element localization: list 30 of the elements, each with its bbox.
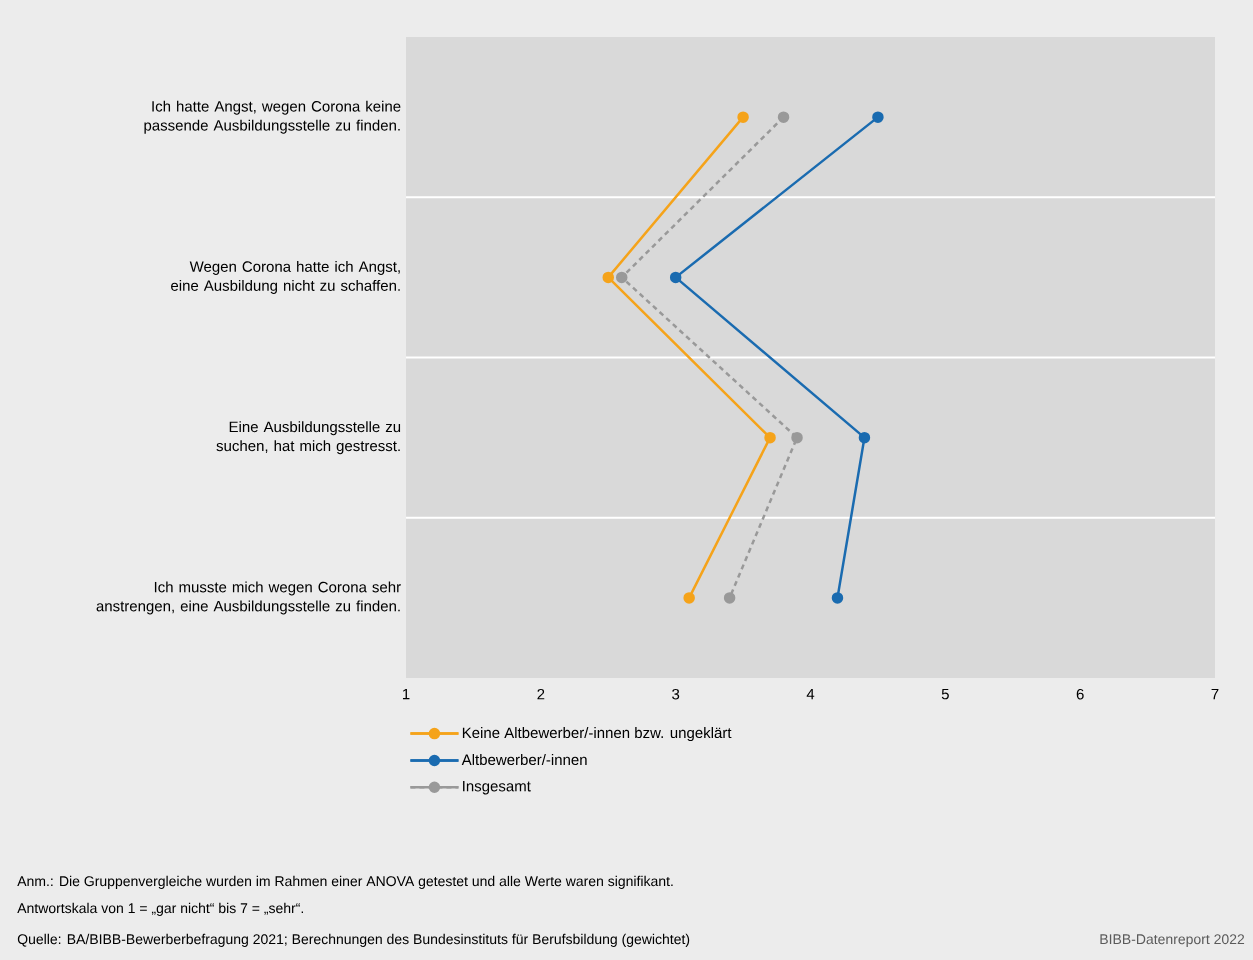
x-tick-label: 6	[1076, 688, 1084, 700]
point	[737, 111, 749, 123]
x-tick-label: 4	[806, 688, 815, 700]
text: Antwortskala von 1 = „gar nicht“ bis 7 = „sehr“.	[17, 902, 304, 916]
point	[723, 592, 736, 604]
source-note: Quelle: BA/BIBB-Bewerberbefragung 2021; Berechnungen des Bundesinstituts für Berufsbildung (gewichtet)	[17, 933, 690, 947]
y-tick-label: Eine Ausbildungsstelle zu suchen, hat mich gestresst.	[216, 421, 401, 455]
point	[831, 592, 844, 604]
x-tick-label: 7	[1211, 688, 1219, 700]
legend-label: Altbewerber/-innen	[461, 754, 587, 766]
point	[764, 431, 776, 444]
y-tick-label: Wegen Corona hatte ich Angst, eine Ausbildung nicht zu schaffen.	[171, 260, 400, 294]
x-tick-label: 2	[537, 688, 545, 700]
x-tick-label: 1	[402, 688, 410, 700]
point	[669, 271, 682, 284]
point	[777, 111, 790, 123]
point	[602, 271, 615, 284]
text: Anm.: Die Gruppenvergleiche wurden im Rahmen einer ANOVA getestet und alle Werte waren signifikant.	[17, 875, 673, 889]
point	[872, 111, 884, 123]
legend-label: Insgesamt	[463, 780, 531, 795]
x-tick-label: 3	[672, 688, 680, 700]
point	[791, 431, 803, 444]
x-tick-label: 5	[941, 688, 949, 700]
y-tick-label: Ich musste mich wegen Corona sehr anstrengen, eine Ausbildungsstelle zu finden.	[96, 581, 401, 615]
point	[683, 592, 695, 604]
y-tick-label: Ich hatte Angst, wegen Corona keine passende Ausbildungsstelle zu finden.	[144, 100, 401, 134]
text: BIBB-Datenreport 2022	[1100, 934, 1245, 947]
point	[615, 271, 628, 284]
legend-label: Keine Altbewerber/-innen bzw. ungeklärt	[462, 727, 732, 742]
point	[858, 431, 871, 444]
